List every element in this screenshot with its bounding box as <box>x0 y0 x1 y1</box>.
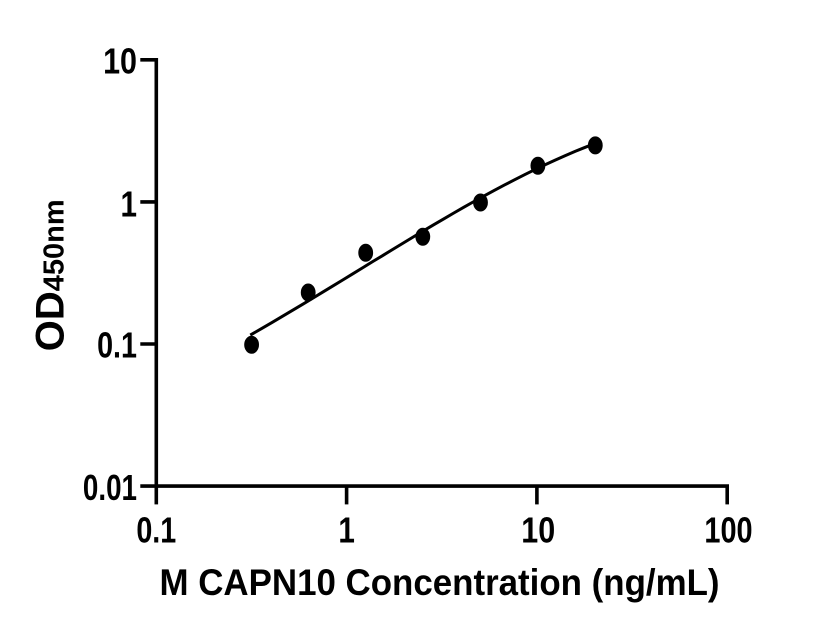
svg-text:10: 10 <box>521 509 555 550</box>
svg-text:1: 1 <box>338 509 355 550</box>
svg-text:0.1: 0.1 <box>97 325 137 366</box>
svg-text:1: 1 <box>121 183 138 224</box>
svg-text:OD450nm: OD450nm <box>29 199 73 351</box>
svg-text:0.01: 0.01 <box>83 467 137 508</box>
svg-text:M CAPN10 Concentration (ng/mL): M CAPN10 Concentration (ng/mL) <box>160 562 720 603</box>
svg-text:100: 100 <box>704 509 752 550</box>
svg-text:0.1: 0.1 <box>136 509 176 550</box>
svg-text:10: 10 <box>103 41 137 82</box>
